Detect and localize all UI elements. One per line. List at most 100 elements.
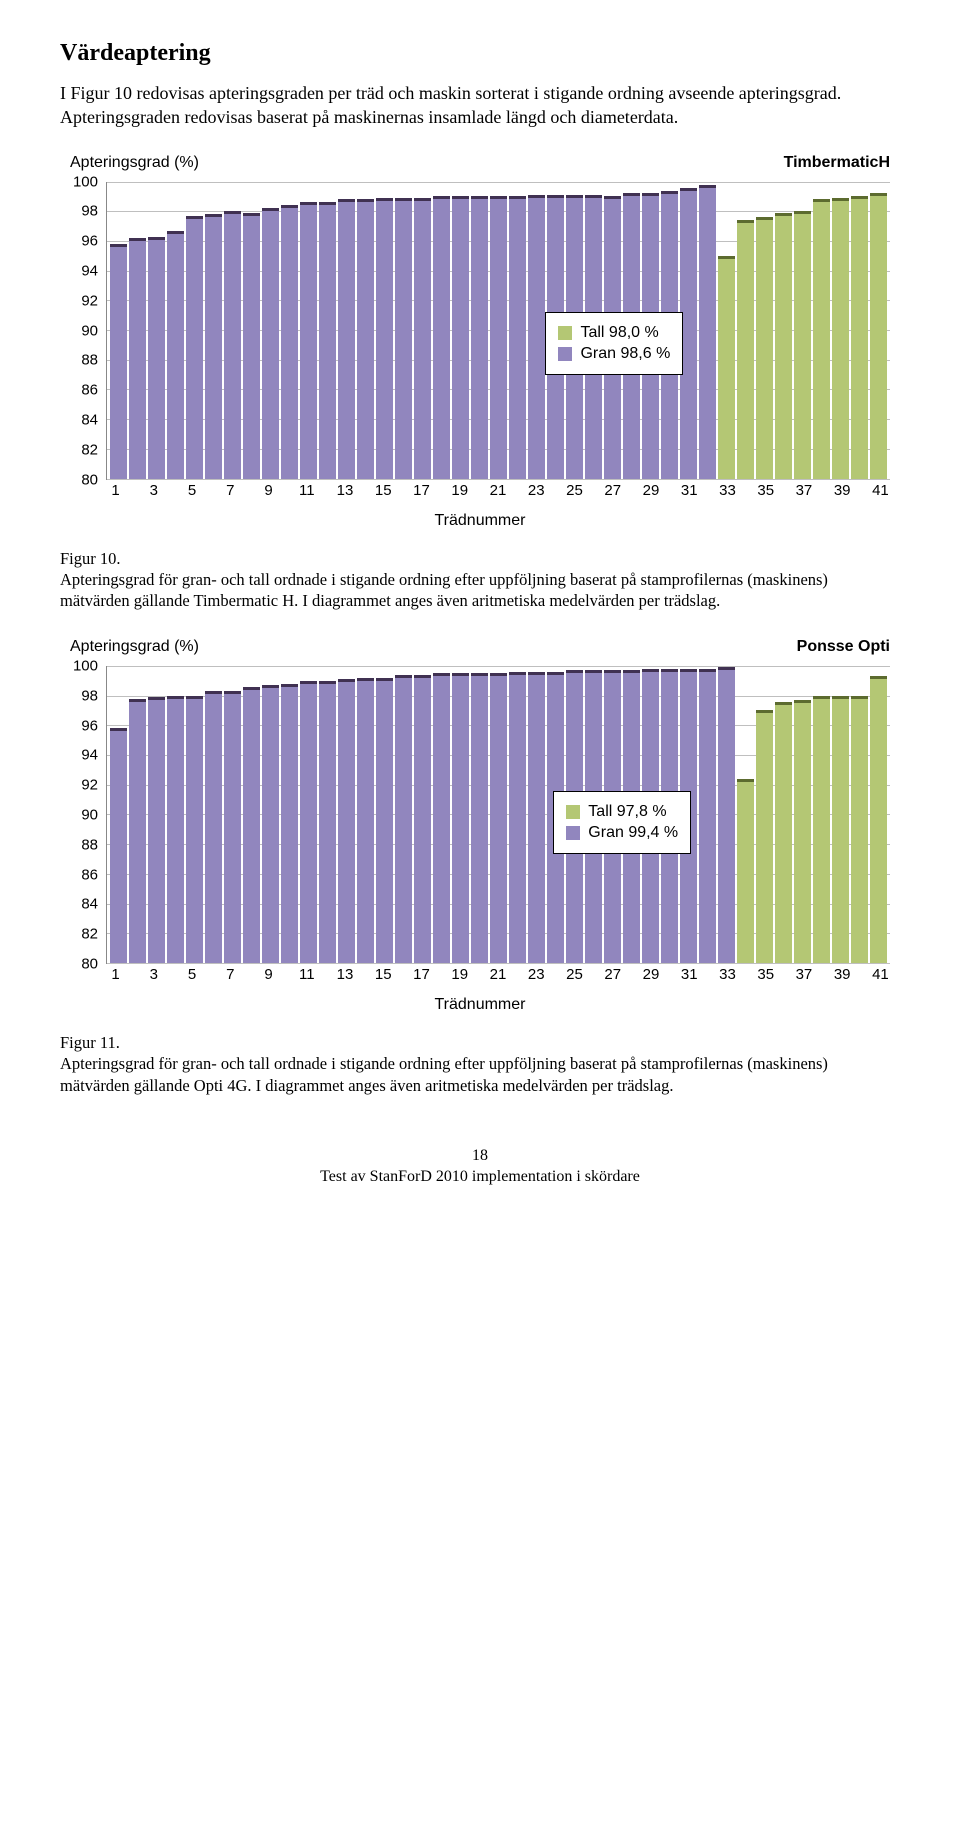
bar	[870, 676, 887, 963]
x-tick-label: 39	[834, 482, 851, 499]
x-tick-label: 39	[834, 966, 851, 983]
x-tick-label: 9	[264, 482, 272, 499]
y-tick-label: 80	[81, 955, 98, 972]
x-tick-label: 7	[226, 482, 234, 499]
bar	[509, 672, 526, 963]
bar	[129, 238, 146, 479]
x-tick-label: 13	[337, 482, 354, 499]
bar	[756, 217, 773, 478]
x-tick-label: 21	[490, 966, 507, 983]
bar	[148, 697, 165, 963]
bar	[414, 675, 431, 963]
bar	[110, 728, 127, 963]
chart1-legend: Tall 98,0 % Gran 98,6 %	[545, 312, 683, 375]
x-tick-label: 5	[188, 966, 196, 983]
y-tick-label: 96	[81, 233, 98, 250]
bar	[737, 779, 754, 963]
x-tick-label: 17	[413, 966, 430, 983]
bar	[699, 669, 716, 963]
y-tick-label: 88	[81, 352, 98, 369]
x-tick-label: 15	[375, 966, 392, 983]
legend-row: Tall 98,0 %	[558, 324, 670, 342]
x-tick-label: 27	[604, 482, 621, 499]
y-tick-label: 100	[73, 657, 98, 674]
bar	[338, 199, 355, 478]
y-tick-label: 100	[73, 173, 98, 190]
bar	[870, 193, 887, 478]
section-heading: Värdeaptering	[60, 40, 900, 67]
x-tick-label: 1	[111, 966, 119, 983]
y-tick-label: 84	[81, 896, 98, 913]
x-tick-label: 25	[566, 482, 583, 499]
bar	[110, 244, 127, 479]
x-tick-label: 23	[528, 482, 545, 499]
bar	[395, 675, 412, 963]
bar	[509, 196, 526, 478]
bar	[262, 208, 279, 478]
x-tick-label: 13	[337, 966, 354, 983]
x-tick-label: 1	[111, 482, 119, 499]
x-tick-label: 37	[796, 966, 813, 983]
legend-label: Gran 99,4 %	[588, 824, 678, 842]
legend-swatch	[566, 805, 580, 819]
bar	[395, 198, 412, 479]
x-tick-label: 21	[490, 482, 507, 499]
bar	[832, 696, 849, 963]
bar	[167, 231, 184, 479]
y-tick-label: 84	[81, 411, 98, 428]
x-tick-label: 41	[872, 966, 889, 983]
bar	[851, 196, 868, 478]
bar	[490, 673, 507, 963]
x-tick-label: 3	[150, 482, 158, 499]
y-tick-label: 86	[81, 866, 98, 883]
legend-row: Gran 98,6 %	[558, 345, 670, 363]
legend-row: Gran 99,4 %	[566, 824, 678, 842]
y-tick-label: 94	[81, 747, 98, 764]
chart2-y-title: Apteringsgrad (%)	[70, 638, 199, 656]
bar	[243, 213, 260, 479]
y-tick-label: 82	[81, 441, 98, 458]
bar	[148, 237, 165, 479]
legend-label: Tall 97,8 %	[588, 803, 666, 821]
x-tick-label: 29	[643, 966, 660, 983]
bar	[357, 199, 374, 478]
bar	[376, 678, 393, 963]
bar	[490, 196, 507, 478]
bar	[528, 672, 545, 963]
x-tick-label: 27	[604, 966, 621, 983]
bar	[319, 202, 336, 478]
bar	[376, 198, 393, 479]
bar	[319, 681, 336, 963]
bar	[471, 673, 488, 963]
bar	[338, 679, 355, 963]
legend-label: Gran 98,6 %	[580, 345, 670, 363]
bar	[357, 678, 374, 963]
x-tick-label: 11	[299, 966, 315, 983]
chart-timbermatic: Apteringsgrad (%) TimbermaticH 808284868…	[60, 154, 900, 530]
bar	[775, 213, 792, 479]
y-tick-label: 80	[81, 471, 98, 488]
x-tick-label: 25	[566, 966, 583, 983]
bar	[281, 684, 298, 963]
x-tick-label: 37	[796, 482, 813, 499]
chart2-legend: Tall 97,8 % Gran 99,4 %	[553, 791, 691, 854]
chart2-x-axis-title: Trädnummer	[60, 996, 900, 1014]
y-tick-label: 88	[81, 836, 98, 853]
bar	[186, 696, 203, 963]
x-tick-label: 41	[872, 482, 889, 499]
bar	[756, 710, 773, 962]
x-tick-label: 19	[451, 482, 468, 499]
bar	[699, 185, 716, 479]
legend-label: Tall 98,0 %	[580, 324, 658, 342]
bar	[794, 211, 811, 478]
x-tick-label: 31	[681, 966, 698, 983]
bar	[832, 198, 849, 479]
bar	[452, 196, 469, 478]
chart1-y-title: Apteringsgrad (%)	[70, 154, 199, 172]
x-tick-label: 3	[150, 966, 158, 983]
y-tick-label: 90	[81, 806, 98, 823]
bar	[186, 216, 203, 479]
legend-swatch	[566, 826, 580, 840]
bar	[262, 685, 279, 963]
x-tick-label: 31	[681, 482, 698, 499]
